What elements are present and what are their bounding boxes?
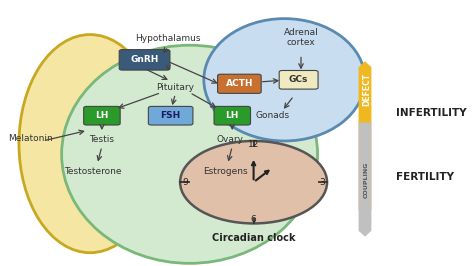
- Text: Pituitary: Pituitary: [156, 83, 194, 92]
- FancyBboxPatch shape: [214, 106, 250, 125]
- Text: Gonads: Gonads: [255, 111, 290, 120]
- Text: GnRH: GnRH: [130, 55, 159, 64]
- FancyBboxPatch shape: [279, 70, 318, 89]
- Text: DEFECT: DEFECT: [362, 73, 371, 106]
- FancyBboxPatch shape: [218, 74, 261, 93]
- Text: INFERTILITY: INFERTILITY: [396, 108, 466, 118]
- Text: FERTILITY: FERTILITY: [396, 172, 454, 182]
- Text: 9: 9: [182, 178, 188, 187]
- Text: Circadian clock: Circadian clock: [212, 233, 295, 243]
- Text: COUPLING: COUPLING: [364, 161, 369, 198]
- Circle shape: [180, 141, 327, 223]
- Ellipse shape: [19, 35, 161, 253]
- FancyBboxPatch shape: [119, 50, 170, 70]
- Text: Estrogens: Estrogens: [203, 167, 247, 176]
- Text: Melatonin: Melatonin: [9, 134, 53, 143]
- Text: GCs: GCs: [289, 75, 308, 84]
- Text: Ovary: Ovary: [217, 135, 243, 144]
- Text: Testosterone: Testosterone: [64, 167, 121, 176]
- Text: Testis: Testis: [90, 135, 114, 144]
- Text: LH: LH: [226, 111, 239, 120]
- FancyBboxPatch shape: [148, 106, 193, 125]
- Text: FSH: FSH: [161, 111, 181, 120]
- Text: 3: 3: [319, 178, 325, 187]
- Text: 6: 6: [251, 215, 256, 224]
- Ellipse shape: [62, 45, 318, 263]
- Text: 12: 12: [248, 140, 259, 149]
- Text: ACTH: ACTH: [226, 79, 253, 88]
- FancyBboxPatch shape: [83, 106, 120, 125]
- Text: Adrenal
cortex: Adrenal cortex: [283, 28, 319, 47]
- Text: LH: LH: [95, 111, 109, 120]
- Ellipse shape: [204, 19, 365, 141]
- Text: Hypothalamus: Hypothalamus: [136, 34, 201, 43]
